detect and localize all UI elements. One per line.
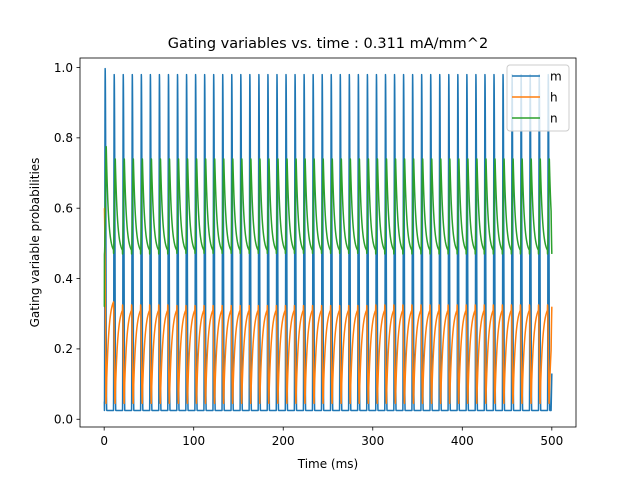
x-tick-label: 200	[272, 434, 295, 448]
plot-frame	[79, 57, 577, 428]
x-tick-label: 0	[100, 434, 108, 448]
series-layer	[103, 67, 553, 412]
y-tick-label: 0.0	[54, 413, 73, 427]
x-axis: 0 100 200 300 400 500	[100, 427, 563, 448]
series-line-h	[103, 207, 553, 405]
legend-box	[506, 64, 570, 132]
x-tick-label: 400	[451, 434, 474, 448]
x-axis-label: Time (ms)	[297, 457, 359, 471]
y-tick-label: 1.0	[54, 61, 73, 75]
x-tick-label: 500	[540, 434, 563, 448]
legend: mhn	[506, 64, 570, 132]
y-axis-label: Gating variable probabilities	[28, 158, 42, 328]
y-tick-label: 0.2	[54, 342, 73, 356]
y-axis: 0.0 0.2 0.4 0.6 0.8 1.0	[54, 61, 80, 427]
x-tick-label: 300	[361, 434, 384, 448]
y-tick-label: 0.4	[54, 272, 73, 286]
y-tick-label: 0.6	[54, 202, 73, 216]
legend-label-n: n	[550, 112, 558, 126]
x-tick-label: 100	[182, 434, 205, 448]
chart-title: Gating variables vs. time : 0.311 mA/mm^…	[168, 36, 488, 52]
legend-label-h: h	[550, 91, 558, 105]
y-tick-label: 0.8	[54, 131, 73, 145]
legend-label-m: m	[550, 70, 562, 84]
series-line-n	[103, 145, 553, 308]
